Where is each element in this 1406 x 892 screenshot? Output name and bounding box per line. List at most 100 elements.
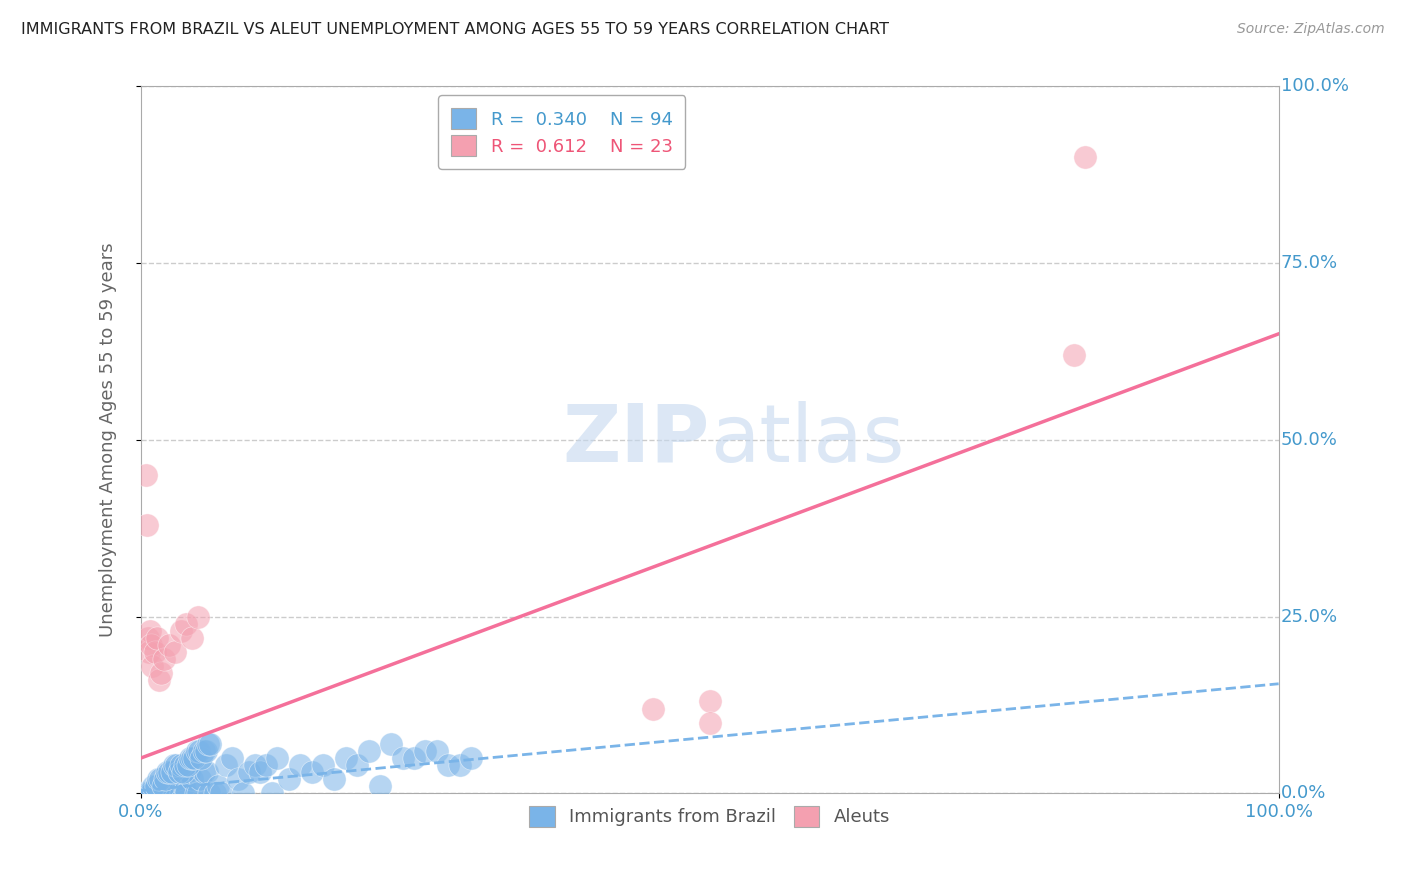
Point (290, 758, 312, 772)
Point (181, 751, 204, 765)
Point (143, 786, 166, 800)
Text: 75.0%: 75.0% (1281, 254, 1339, 272)
Point (141, 786, 163, 800)
Point (165, 758, 187, 772)
Point (148, 786, 170, 800)
Point (699, 715, 721, 730)
Point (141, 786, 163, 800)
Point (204, 786, 226, 800)
Y-axis label: Unemployment Among Ages 55 to 59 years: Unemployment Among Ages 55 to 59 years (100, 243, 117, 637)
Text: 50.0%: 50.0% (1281, 431, 1337, 449)
Text: 0.0%: 0.0% (1281, 784, 1326, 802)
Point (156, 765, 179, 780)
Point (215, 758, 238, 772)
Point (150, 666, 173, 681)
Point (155, 786, 177, 800)
Point (188, 744, 211, 758)
Point (139, 786, 162, 800)
Point (301, 765, 323, 780)
Point (380, 737, 402, 751)
Point (143, 645, 166, 659)
Point (243, 758, 266, 772)
Point (176, 786, 198, 800)
Point (176, 758, 198, 772)
Point (699, 694, 721, 708)
Point (148, 673, 170, 688)
Point (152, 652, 174, 666)
Point (166, 772, 188, 787)
Point (186, 744, 208, 758)
Point (157, 765, 180, 780)
Point (170, 624, 193, 638)
Text: ZIP: ZIP (562, 401, 710, 479)
Point (254, 758, 277, 772)
Point (179, 751, 201, 765)
Point (190, 751, 212, 765)
Point (145, 779, 167, 793)
Point (162, 786, 184, 800)
Point (197, 737, 219, 751)
Point (165, 786, 187, 800)
Point (153, 772, 176, 787)
Point (260, 786, 283, 800)
Point (221, 751, 243, 765)
Point (167, 765, 190, 780)
Point (135, 786, 157, 800)
Point (139, 624, 162, 638)
Point (249, 765, 271, 780)
Point (145, 786, 167, 800)
Point (163, 758, 186, 772)
Point (641, 701, 664, 715)
Point (141, 786, 163, 800)
Point (181, 772, 204, 787)
Point (135, 468, 157, 483)
Text: 100.0%: 100.0% (1281, 78, 1348, 95)
Point (165, 645, 187, 659)
Point (415, 744, 437, 758)
Point (402, 751, 425, 765)
Point (187, 609, 209, 624)
Point (146, 631, 169, 645)
Text: 25.0%: 25.0% (1281, 607, 1339, 625)
Point (135, 786, 157, 800)
Point (149, 786, 172, 800)
Point (323, 772, 346, 787)
Point (188, 772, 211, 787)
Point (437, 758, 460, 772)
Text: atlas: atlas (710, 401, 904, 479)
Point (1063, 348, 1085, 362)
Point (460, 751, 482, 765)
Point (142, 779, 165, 793)
Point (187, 786, 209, 800)
Point (146, 786, 169, 800)
Point (157, 638, 180, 652)
Point (177, 765, 200, 780)
Point (136, 631, 159, 645)
Point (138, 786, 160, 800)
Point (198, 786, 221, 800)
Point (277, 772, 299, 787)
Point (160, 765, 183, 780)
Point (152, 779, 174, 793)
Point (149, 772, 172, 787)
Point (136, 786, 159, 800)
Point (142, 786, 165, 800)
Point (238, 765, 260, 780)
Point (146, 772, 169, 787)
Point (391, 751, 413, 765)
Point (449, 758, 471, 772)
Point (368, 779, 391, 793)
Legend: Immigrants from Brazil, Aleuts: Immigrants from Brazil, Aleuts (522, 798, 897, 834)
Point (266, 751, 288, 765)
Point (138, 786, 160, 800)
Point (152, 779, 174, 793)
Point (195, 765, 218, 780)
Point (157, 786, 180, 800)
Point (174, 758, 197, 772)
Point (346, 758, 368, 772)
Point (138, 645, 160, 659)
Point (1074, 150, 1097, 164)
Point (226, 772, 249, 787)
Point (146, 786, 169, 800)
Point (193, 765, 215, 780)
